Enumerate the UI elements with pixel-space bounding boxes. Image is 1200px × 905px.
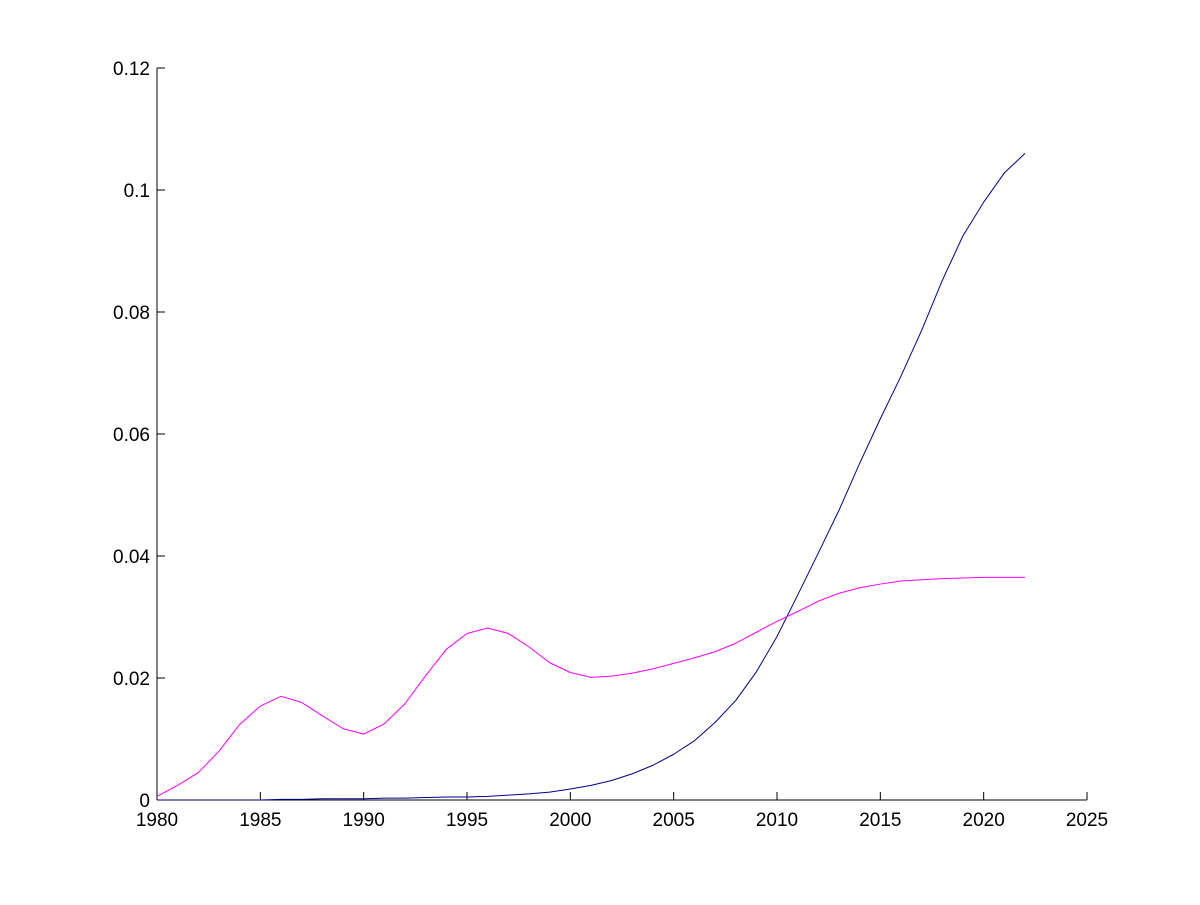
- y-tick-label: 0: [139, 791, 150, 812]
- y-tick-label: 0.1: [124, 181, 150, 202]
- series: [156, 153, 1026, 801]
- y-tick-label: 0.12: [113, 59, 150, 80]
- x-tick-label: 2005: [653, 810, 695, 831]
- ticks: 1980 1985 1990 1995 2000 2005 2010 2015 2020 2025…: [113, 59, 1108, 831]
- x-tick-label: 2000: [549, 810, 591, 831]
- x-tick-label: 2020: [963, 810, 1005, 831]
- y-tick-label: 0.06: [113, 425, 150, 446]
- y-tick-label: 0.04: [113, 547, 150, 568]
- axes: [156, 68, 1087, 801]
- series-line-2: [156, 576, 1025, 797]
- x-tick-label: 1995: [446, 810, 488, 831]
- series-line-1: [157, 153, 1026, 801]
- y-tick-label: 0.02: [113, 669, 150, 690]
- x-tick-label: 2010: [756, 810, 798, 831]
- x-tick-label: 2025: [1066, 810, 1108, 831]
- x-tick-label: 1985: [239, 810, 281, 831]
- x-tick-label: 1990: [343, 810, 385, 831]
- y-tick-label: 0.08: [113, 303, 150, 324]
- x-tick-label: 2015: [859, 810, 901, 831]
- x-tick-label: 1980: [136, 810, 178, 831]
